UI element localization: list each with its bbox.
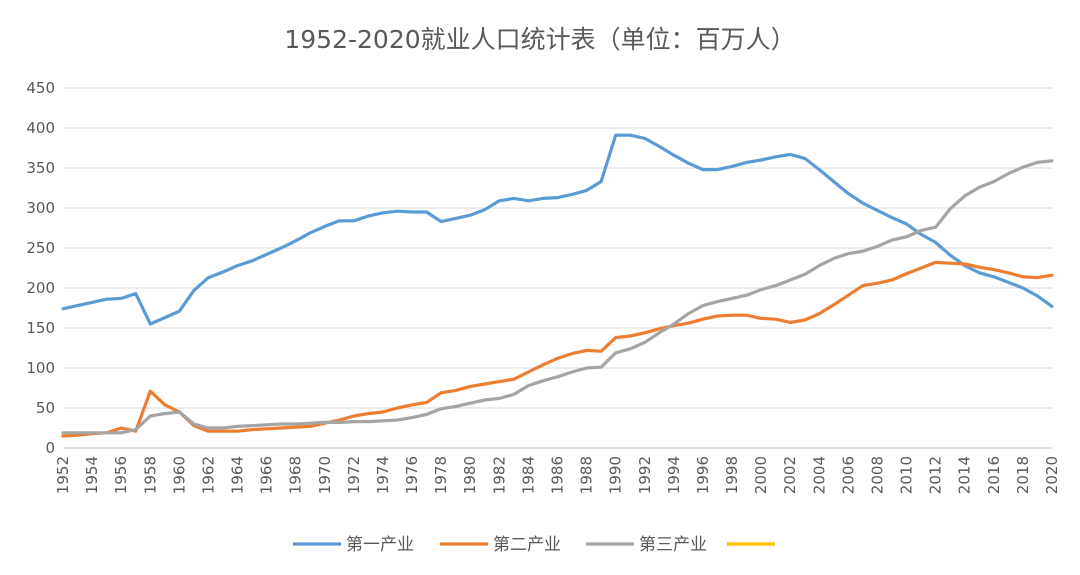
x-tick-label: 1956 bbox=[112, 456, 130, 494]
x-tick-label: 1962 bbox=[199, 456, 217, 494]
x-tick-label: 1990 bbox=[607, 456, 625, 494]
x-tick-label: 1954 bbox=[83, 456, 101, 494]
legend-item-3: 第三产业 bbox=[586, 535, 707, 555]
x-tick-label: 1966 bbox=[258, 456, 276, 494]
y-tick-label: 300 bbox=[26, 199, 55, 217]
y-tick-label: 50 bbox=[36, 399, 55, 417]
legend-label: 第一产业 bbox=[346, 535, 414, 555]
legend-label: 第三产业 bbox=[639, 535, 707, 555]
x-tick-label: 1988 bbox=[578, 456, 596, 494]
x-tick-label: 2020 bbox=[1043, 456, 1061, 494]
x-tick-label: 1996 bbox=[694, 456, 712, 494]
x-axis-tick-labels: 1952 1954 1956 1958 1960 1962 1964 1966 1968 1970… bbox=[54, 456, 1061, 494]
x-tick-label: 1976 bbox=[403, 456, 421, 494]
x-tick-label: 2006 bbox=[839, 456, 857, 494]
y-tick-label: 100 bbox=[26, 359, 55, 377]
y-tick-label: 400 bbox=[26, 119, 55, 137]
y-tick-label: 200 bbox=[26, 279, 55, 297]
y-tick-label: 350 bbox=[26, 159, 55, 177]
chart-title: 1952-2020就业人口统计表（单位：百万人） bbox=[284, 25, 795, 54]
x-tick-label: 2008 bbox=[868, 456, 886, 494]
legend: 第一产业 第二产业 第三产业 bbox=[293, 535, 775, 555]
x-tick-label: 2016 bbox=[985, 456, 1003, 494]
x-tick-label: 1998 bbox=[723, 456, 741, 494]
x-tick-label: 2014 bbox=[956, 456, 974, 494]
x-tick-label: 1952 bbox=[54, 456, 72, 494]
x-tick-label: 1994 bbox=[665, 456, 683, 494]
x-tick-label: 2000 bbox=[752, 456, 770, 494]
x-tick-label: 1958 bbox=[141, 456, 159, 494]
series-line-1 bbox=[61, 133, 1054, 326]
x-tick-label: 1974 bbox=[374, 456, 392, 494]
x-tick-label: 1992 bbox=[636, 456, 654, 494]
legend-item-1: 第一产业 bbox=[293, 535, 414, 555]
x-tick-label: 2018 bbox=[1014, 456, 1032, 494]
x-tick-label: 2012 bbox=[927, 456, 945, 494]
x-tick-label: 2010 bbox=[898, 456, 916, 494]
x-tick-label: 2002 bbox=[781, 456, 799, 494]
y-tick-label: 250 bbox=[26, 239, 55, 257]
y-axis-tick-labels: 0 50 100 150 200 250 300 350 400 450 bbox=[26, 79, 55, 457]
y-tick-label: 450 bbox=[26, 79, 55, 97]
x-tick-label: 1964 bbox=[229, 456, 247, 494]
x-tick-label: 1960 bbox=[170, 456, 188, 494]
legend-label: 第二产业 bbox=[493, 535, 561, 555]
legend-item-2: 第二产业 bbox=[440, 535, 561, 555]
series-line-3 bbox=[61, 159, 1054, 435]
x-tick-label: 1984 bbox=[519, 456, 537, 494]
x-tick-label: 1978 bbox=[432, 456, 450, 494]
y-tick-label: 150 bbox=[26, 319, 55, 337]
x-tick-label: 2004 bbox=[810, 456, 828, 494]
x-tick-label: 1968 bbox=[287, 456, 305, 494]
series-lines bbox=[61, 133, 1054, 438]
x-tick-label: 1982 bbox=[490, 456, 508, 494]
series-line-2 bbox=[61, 260, 1054, 438]
x-tick-label: 1972 bbox=[345, 456, 363, 494]
x-tick-label: 1980 bbox=[461, 456, 479, 494]
x-tick-label: 1970 bbox=[316, 456, 334, 494]
gridlines bbox=[63, 87, 1052, 449]
y-tick-label: 0 bbox=[45, 439, 55, 457]
x-tick-label: 1986 bbox=[549, 456, 567, 494]
